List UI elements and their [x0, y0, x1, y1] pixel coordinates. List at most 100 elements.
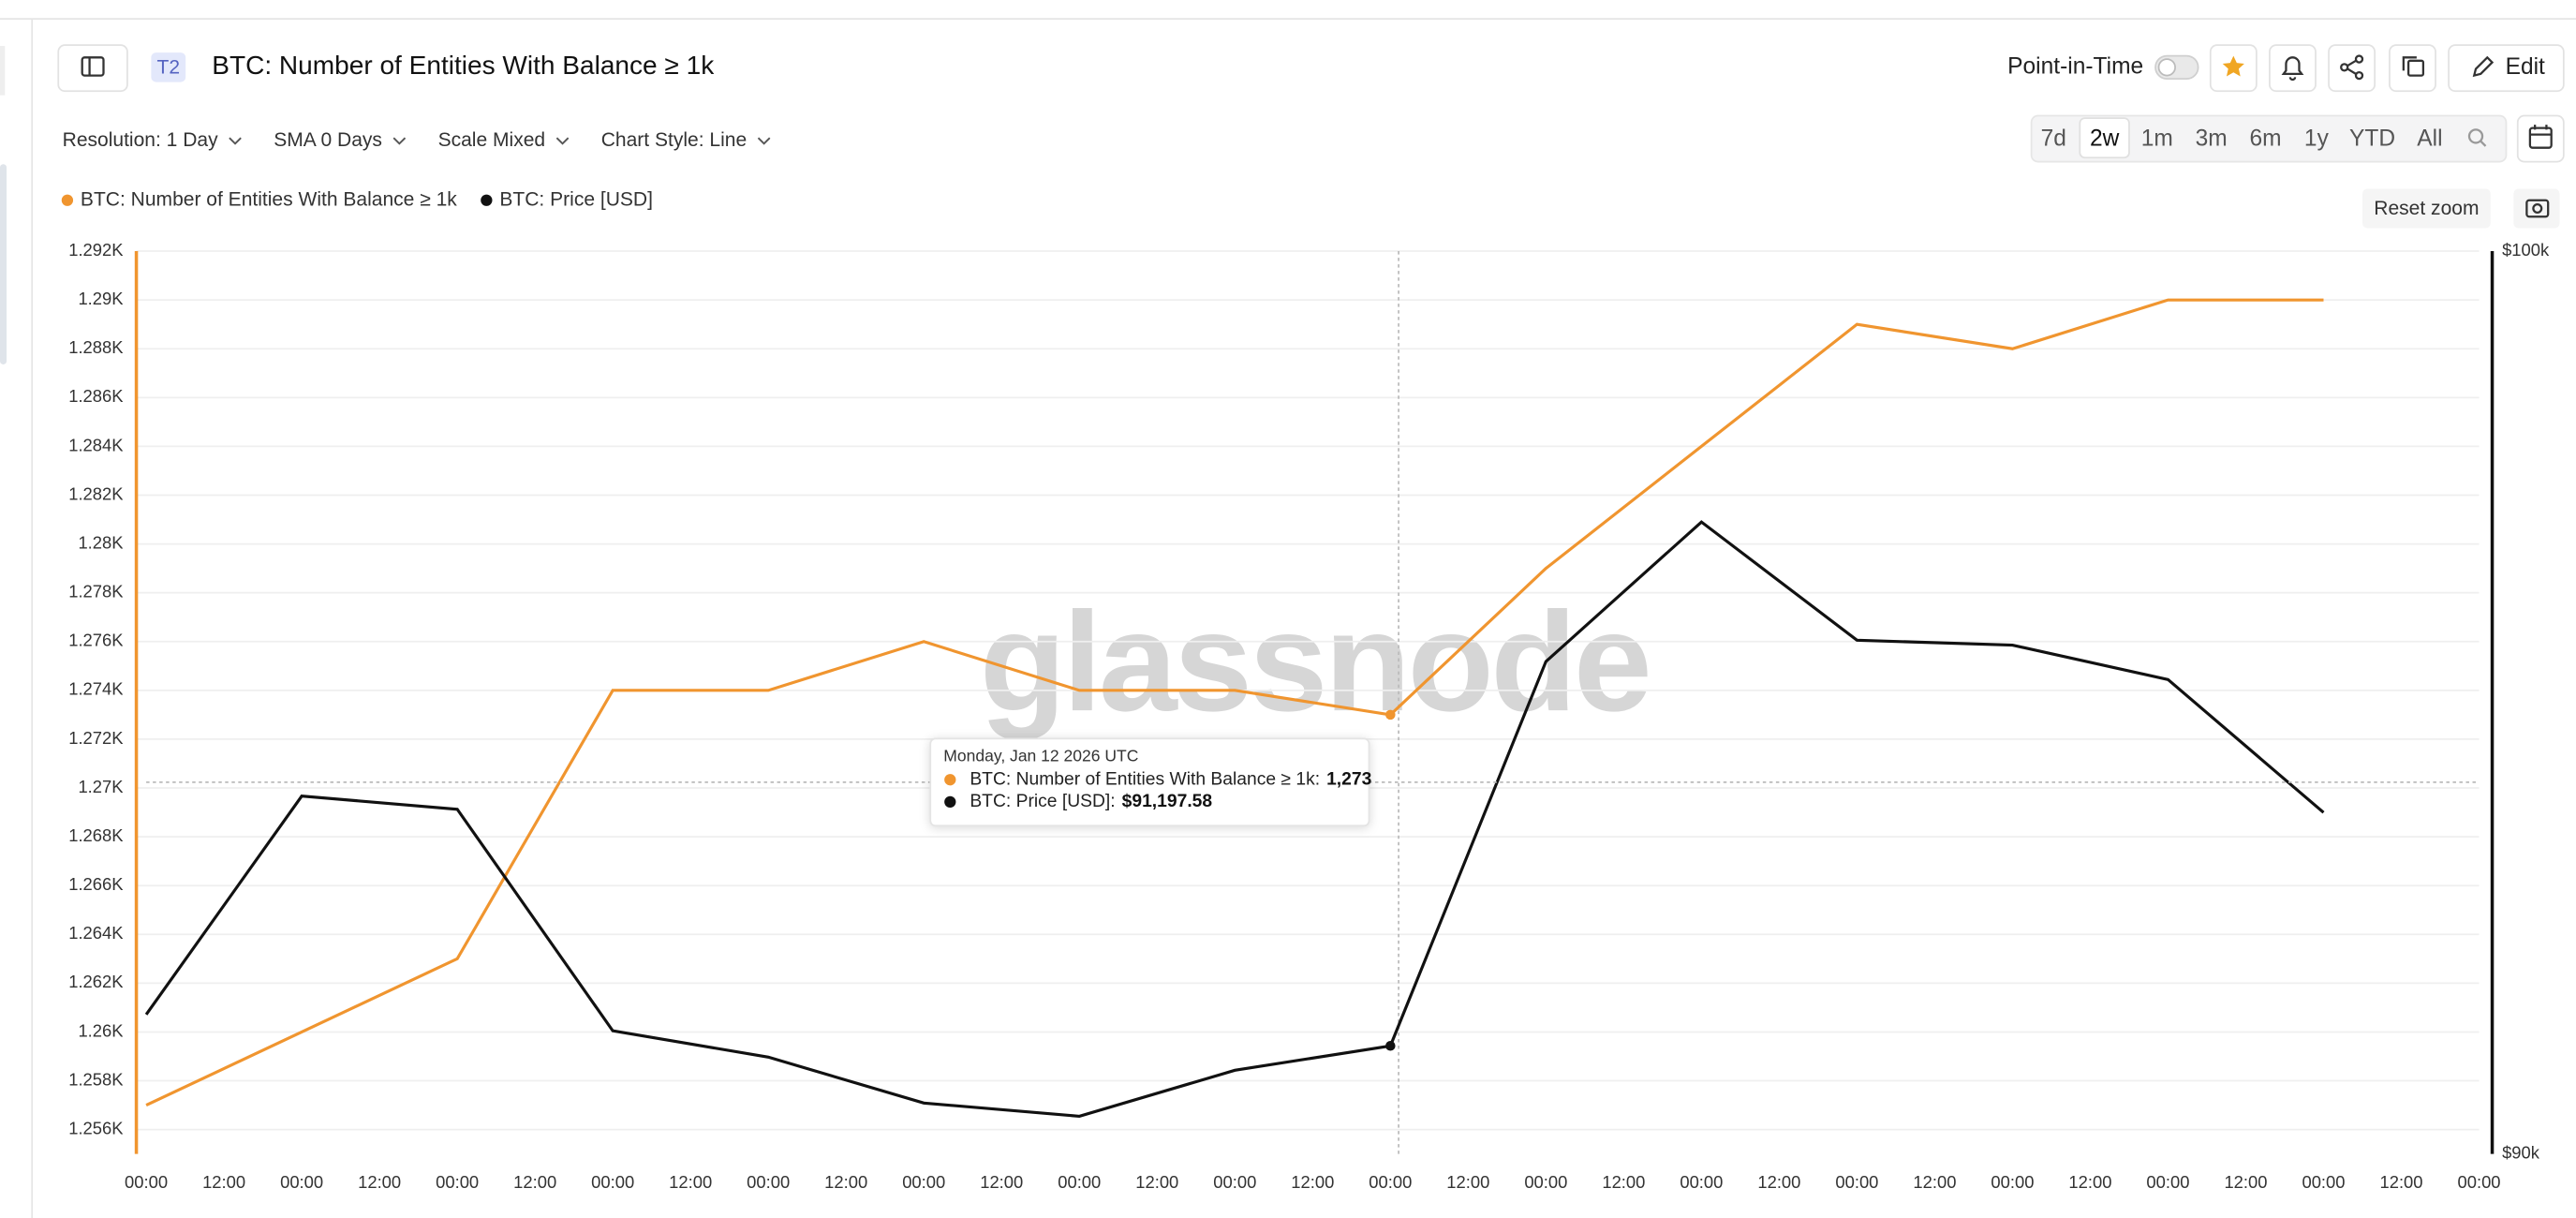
y-tick-label: 1.28K [78, 532, 124, 552]
button-bg [2389, 44, 2436, 93]
share-icon [2354, 70, 2364, 81]
x-tick-label: 12:00 [202, 1172, 245, 1192]
x-tick-label: 00:00 [2146, 1172, 2189, 1192]
legend: BTC: Number of Entities With Balance ≥ 1… [61, 188, 653, 210]
favorite-button[interactable] [2209, 44, 2258, 93]
dropdown[interactable]: Chart Style: Line [601, 129, 771, 151]
tooltip-entry-label: BTC: Price [USD]: [970, 792, 1115, 811]
x-tick-label: 12:00 [1602, 1172, 1645, 1192]
x-tick-label: 00:00 [125, 1172, 168, 1192]
x-tick-label: 12:00 [669, 1172, 712, 1192]
toolbar: Resolution: 1 Day SMA 0 Days Scale Mixed Ch… [63, 129, 771, 151]
sidebar-tab[interactable] [0, 164, 7, 364]
range-button[interactable]: All [2417, 126, 2442, 151]
tooltip-entry-label: BTC: Number of Entities With Balance ≥ 1… [970, 769, 1320, 789]
watermark: glassnode [980, 583, 1649, 740]
button-bg [57, 44, 128, 93]
legend-swatch [61, 194, 74, 206]
range-label: YTD [2349, 126, 2395, 151]
dropdown-label: Chart Style: Line [601, 129, 747, 151]
series-line [145, 298, 2324, 1107]
x-tick-label: 12:00 [1446, 1172, 1489, 1192]
y-tick-label: 1.266K [68, 874, 124, 894]
share-button[interactable] [2328, 44, 2376, 93]
hover-point [1385, 709, 1396, 720]
range-button[interactable]: 6m [2249, 126, 2281, 151]
dropdown-label: SMA 0 Days [274, 129, 382, 151]
tooltip: Monday, Jan 12 2026 UTC BTC: Number of En… [929, 737, 1372, 827]
y-tick-label: 1.256K [68, 1118, 124, 1137]
x-tick-label: 12:00 [513, 1172, 556, 1192]
plot: 1.256K 1.258K 1.26K 1.262K 1.264K 1.266K 1.268… [68, 240, 2550, 1192]
dropdown[interactable]: Scale Mixed [438, 129, 570, 151]
button-bg [2362, 188, 2491, 229]
screenshot-button[interactable] [2513, 188, 2560, 229]
range-button[interactable]: YTD [2349, 126, 2395, 151]
y-tick-label: 1.288K [68, 337, 124, 357]
legend-label: BTC: Price [USD] [499, 188, 653, 210]
reset-zoom-button[interactable]: Reset zoom [2362, 188, 2491, 229]
x-tick-label: 00:00 [1680, 1172, 1723, 1192]
range-label: 7d [2041, 126, 2066, 151]
range-button[interactable]: 3m [2196, 126, 2228, 151]
legend-item[interactable]: BTC: Number of Entities With Balance ≥ 1… [61, 188, 458, 210]
y2-tick-label: $90k [2502, 1143, 2540, 1163]
chevron-icon [392, 137, 407, 145]
x-tick-label: 00:00 [1369, 1172, 1412, 1192]
chevron-icon [229, 137, 242, 145]
y-tick-label: 1.282K [68, 483, 124, 503]
share-icon [2347, 59, 2357, 75]
range-label: 3m [2196, 126, 2228, 151]
hover-point [1385, 1041, 1396, 1051]
y-tick-label: 1.292K [68, 240, 124, 260]
tooltip-swatch [944, 774, 956, 786]
duplicate-button[interactable] [2389, 44, 2436, 93]
tooltip-entry-value: 1,273 [1326, 769, 1372, 789]
calendar-button[interactable] [2516, 114, 2565, 163]
sidebar-toggle[interactable] [57, 44, 128, 93]
range-button[interactable]: 1m [2141, 126, 2173, 151]
tooltip-title: Monday, Jan 12 2026 UTC [943, 746, 1138, 765]
x-tick-label: 12:00 [2224, 1172, 2267, 1192]
edit-button[interactable]: Edit [2448, 44, 2565, 93]
legend-swatch [481, 194, 493, 206]
range-button[interactable]: 7d [2041, 126, 2066, 151]
y-tick-label: 1.264K [68, 923, 124, 943]
range-label: All [2417, 126, 2442, 151]
alert-button[interactable] [2269, 44, 2317, 93]
x-tick-label: 00:00 [902, 1172, 945, 1192]
x-tick-label: 00:00 [747, 1172, 790, 1192]
x-tick-label: 12:00 [358, 1172, 401, 1192]
dropdown[interactable]: SMA 0 Days [274, 129, 407, 151]
x-tick-label: 00:00 [591, 1172, 634, 1192]
x-tick-label: 00:00 [2457, 1172, 2500, 1192]
y-tick-label: 1.29K [78, 289, 124, 308]
legend-item[interactable]: BTC: Price [USD] [481, 188, 653, 210]
range-label: 6m [2249, 126, 2281, 151]
x-tick-label: 12:00 [2379, 1172, 2422, 1192]
zoom-select-button[interactable] [2467, 128, 2487, 147]
y2-tick-label: $100k [2502, 240, 2550, 260]
range-label: 1m [2141, 126, 2173, 151]
reset-zoom-label: Reset zoom [2374, 198, 2479, 219]
dropdown[interactable]: Resolution: 1 Day [63, 129, 242, 151]
button-bg [2448, 44, 2565, 93]
toggle-knob [2157, 58, 2176, 77]
chevron-icon [757, 137, 771, 145]
range-label: 1y [2304, 126, 2330, 151]
metric-title: BTC: Number of Entities With Balance ≥ 1… [212, 51, 715, 80]
x-tick-label: 00:00 [1991, 1172, 2034, 1192]
badge-bg [151, 52, 186, 82]
point-in-time-toggle[interactable] [2154, 54, 2199, 80]
icon [81, 56, 105, 77]
range-label: 2w [2090, 126, 2120, 151]
calendar-icon [2529, 125, 2552, 136]
range-button[interactable]: 2w [2079, 117, 2130, 159]
x-tick-label: 12:00 [1291, 1172, 1334, 1192]
x-tick-label: 00:00 [1058, 1172, 1101, 1192]
range-button[interactable]: 1y [2304, 126, 2330, 151]
share-icon [2354, 54, 2364, 64]
x-tick-label: 12:00 [2068, 1172, 2111, 1192]
chevron-icon [555, 137, 570, 145]
